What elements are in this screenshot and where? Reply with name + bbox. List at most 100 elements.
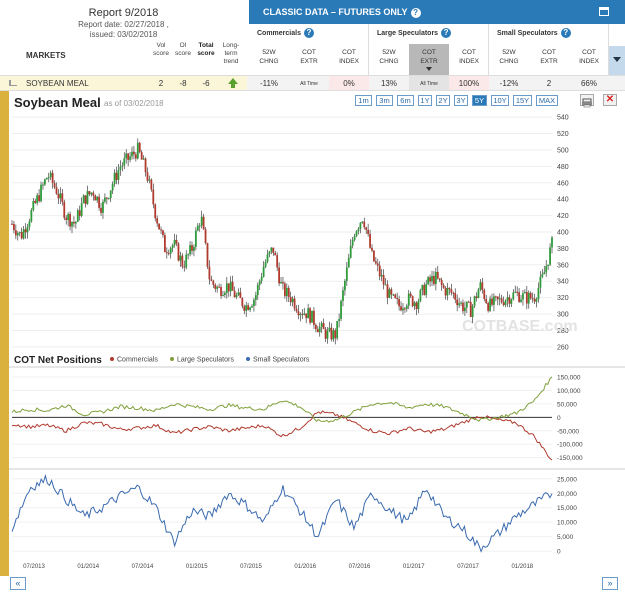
help-icon[interactable]: ? — [410, 8, 421, 18]
lspec-cot-extr: All Time — [409, 76, 449, 90]
sspec-cot-extr: 2 — [546, 79, 552, 88]
candle — [520, 299, 522, 302]
col-cot-index[interactable]: COT INDEX — [579, 49, 599, 65]
range-button-max[interactable]: MAX — [536, 95, 558, 106]
range-button-6m[interactable]: 6m — [397, 95, 414, 106]
col-long-term-trend: Long-term trend — [222, 42, 240, 65]
candle — [193, 246, 195, 251]
y-tick-label: -100,000 — [557, 442, 583, 449]
candle — [400, 306, 402, 311]
candle — [303, 313, 306, 315]
candle — [336, 321, 339, 339]
expand-button[interactable] — [609, 46, 625, 75]
candle — [299, 313, 302, 316]
candle — [258, 280, 261, 285]
range-button-10y[interactable]: 10Y — [491, 95, 509, 106]
candle — [210, 279, 213, 281]
col-52w-chng[interactable]: 52W CHNG — [379, 49, 399, 65]
range-button-5y[interactable]: 5Y — [472, 95, 487, 106]
col-oi-score: OI score — [175, 42, 191, 57]
candle — [510, 299, 513, 304]
candle — [494, 296, 497, 298]
range-button-2y[interactable]: 2Y — [436, 95, 450, 106]
candle — [460, 302, 462, 304]
candle — [313, 310, 315, 325]
candle — [440, 279, 443, 286]
col-cot-extr-selected[interactable]: COT EXTR — [409, 44, 449, 75]
candle — [448, 287, 451, 290]
candle — [225, 283, 228, 293]
help-icon[interactable]: ? — [441, 28, 452, 38]
candle — [247, 305, 250, 310]
candle — [433, 275, 435, 285]
col-cot-extr[interactable]: COT EXTR — [540, 49, 558, 65]
candle — [491, 298, 493, 305]
candle — [44, 179, 46, 185]
report-header: Report 9/2018 Report date: 02/27/2018 , … — [0, 0, 247, 75]
col-cot-index[interactable]: COT INDEX — [339, 49, 359, 65]
candle — [206, 243, 209, 267]
chart-title: Soybean Meal — [14, 95, 101, 110]
print-icon[interactable] — [599, 7, 609, 16]
candle — [119, 166, 122, 170]
candle — [479, 282, 482, 290]
next-button[interactable]: » — [602, 577, 618, 590]
y-tick-label: 260 — [557, 344, 569, 351]
range-button-3m[interactable]: 3m — [376, 95, 393, 106]
candle — [487, 303, 490, 311]
candle — [338, 318, 340, 322]
col-52w-chng[interactable]: 52W CHNG — [259, 49, 279, 65]
candle — [92, 192, 95, 196]
candle — [347, 257, 350, 268]
candle — [104, 197, 106, 202]
candle — [394, 294, 397, 298]
candle — [61, 193, 64, 202]
help-icon[interactable]: ? — [303, 28, 314, 38]
table-row[interactable]: SOYBEAN MEAL 2 -8 -6 -11% All Time 0% 13… — [0, 75, 625, 91]
candle — [332, 330, 335, 340]
chart-canvas: 260 280 300 320 340 360 380 400 420 440 460 480 500 5… — [9, 115, 625, 570]
market-name[interactable]: SOYBEAN MEAL — [26, 79, 89, 88]
candle — [30, 209, 33, 222]
candle — [173, 239, 176, 246]
sort-down-icon — [426, 67, 432, 71]
candle — [115, 172, 118, 180]
group-title: Large Speculators — [377, 30, 439, 37]
candle — [268, 251, 271, 255]
candle — [378, 265, 381, 277]
candle — [264, 262, 267, 267]
group-title: Small Speculators — [497, 30, 558, 37]
col-cot-index[interactable]: COT INDEX — [459, 49, 479, 65]
range-button-3y[interactable]: 3Y — [454, 95, 468, 106]
help-icon[interactable]: ? — [560, 28, 571, 38]
candle — [293, 298, 296, 309]
close-chart-button[interactable]: ✕ — [603, 94, 617, 106]
candle — [481, 282, 484, 290]
candle — [164, 235, 166, 253]
candle — [465, 301, 468, 308]
candle — [20, 232, 23, 239]
col-52w-chng[interactable]: 52W CHNG — [499, 49, 519, 65]
range-button-15y[interactable]: 15Y — [513, 95, 532, 106]
x-tick-label: 01/2016 — [294, 564, 316, 570]
candle — [322, 323, 325, 330]
classic-data-title: CLASSIC DATA – FUTURES ONLY — [263, 7, 408, 17]
range-button-1y[interactable]: 1Y — [418, 95, 432, 106]
candle — [328, 327, 331, 331]
candle — [189, 245, 191, 255]
print-chart-button[interactable] — [580, 94, 594, 108]
candle — [142, 158, 145, 160]
candle — [222, 294, 224, 296]
candle — [239, 292, 242, 299]
col-cot-extr[interactable]: COT EXTR — [300, 49, 318, 65]
candle — [289, 296, 292, 303]
candle — [305, 313, 308, 319]
candle — [67, 214, 70, 220]
candle — [502, 302, 505, 306]
prev-button[interactable]: « — [10, 577, 26, 590]
candle — [125, 153, 128, 159]
candle — [396, 297, 399, 300]
candle — [285, 287, 288, 297]
range-button-1m[interactable]: 1m — [355, 95, 372, 106]
candle — [111, 184, 114, 191]
